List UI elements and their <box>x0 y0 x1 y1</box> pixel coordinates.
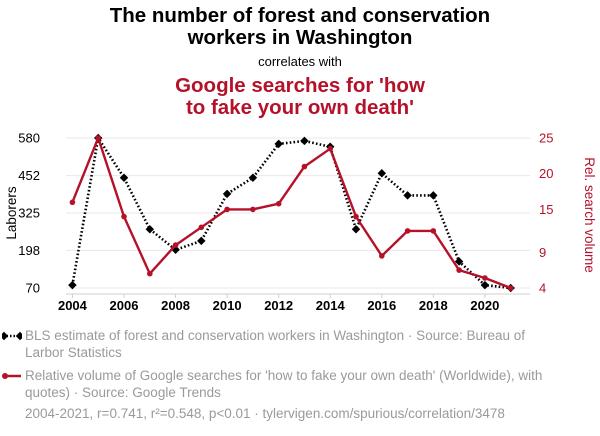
series-1-point <box>480 280 490 290</box>
x-tick-label: 2020 <box>470 298 499 313</box>
series-1-point <box>274 139 283 149</box>
chart-subtitle-line-2: to fake your own death' <box>185 96 415 119</box>
y-right-tick-label: 25 <box>539 131 553 146</box>
chart-title: The number of forest and conservation wo… <box>0 5 600 49</box>
y-right-tick-label: 20 <box>539 166 553 181</box>
y-right-tick-label: 4 <box>539 281 546 296</box>
series-2-point <box>404 228 411 234</box>
series-2-point <box>69 199 76 206</box>
series-1-point <box>351 224 361 234</box>
series-1-point <box>377 169 387 178</box>
series-2-point <box>379 253 385 259</box>
y-left-tick-label: 580 <box>18 131 40 146</box>
series-1-point <box>300 136 309 146</box>
series-2-point <box>224 206 230 213</box>
x-tick-label: 2004 <box>58 298 88 313</box>
chart-subtitle: Google searches for 'how to fake your ow… <box>0 75 600 119</box>
x-tick-label: 2014 <box>316 298 346 313</box>
series-2-point <box>301 163 308 170</box>
x-tick-label: 2008 <box>161 298 190 313</box>
legend-marker-workers <box>2 331 22 341</box>
legend-marker-searches <box>2 373 21 379</box>
chart-title-line-1: The number of forest and conservation <box>109 4 491 27</box>
series-2-point <box>147 270 153 277</box>
y-right-axis-label: Rel. search volume <box>582 157 597 273</box>
series-2-point <box>250 206 256 213</box>
series-1-point <box>429 191 438 200</box>
y-right-tick-label: 15 <box>539 202 553 217</box>
y-left-tick-label: 325 <box>18 206 40 221</box>
series-line-2 <box>71 136 512 290</box>
series-2-point <box>275 200 282 207</box>
series-2-point <box>172 242 179 248</box>
x-tick-label: 2012 <box>264 298 293 313</box>
footer-stats: 2004-2021, r=0.741, r²=0.548, p<0.01 · t… <box>25 406 505 421</box>
x-tick-label: 2018 <box>419 298 448 313</box>
series-line-1 <box>71 136 511 290</box>
series-2-point <box>353 213 359 220</box>
y-left-tick-label: 198 <box>18 243 40 258</box>
y-right-tick-label: 9 <box>539 245 546 260</box>
series-2-point <box>456 267 462 273</box>
chart-header: The number of forest and conservation wo… <box>0 0 600 119</box>
series-1-point <box>403 191 412 200</box>
series-2-point <box>482 275 488 281</box>
y-left-tick-label: 452 <box>18 168 40 183</box>
x-tick-label: 2016 <box>367 298 396 313</box>
series-1-point <box>248 173 258 182</box>
legend-text-searches: Relative volume of Google searches for '… <box>25 368 543 400</box>
chart-title-line-2: workers in Washington <box>187 26 413 49</box>
series-2-point <box>95 135 101 141</box>
series-1-point <box>68 280 77 290</box>
series-2-point <box>430 228 437 234</box>
series-2-point <box>327 145 334 152</box>
y-left-axis-label: Laborers <box>4 186 19 240</box>
legend-text-workers: BLS estimate of forest and conservation … <box>25 328 526 360</box>
series-1-point <box>222 189 232 199</box>
series-1-point <box>197 236 206 246</box>
series-1-point <box>119 173 129 182</box>
series-2-point <box>121 213 127 220</box>
correlates-with-label: correlates with <box>258 54 342 69</box>
series-2-point <box>198 224 205 231</box>
x-tick-label: 2006 <box>110 298 139 313</box>
chart-subtitle-line-1: Google searches for 'how <box>175 74 425 97</box>
series-1-point <box>454 257 464 266</box>
y-left-tick-label: 70 <box>26 281 40 296</box>
series-2-point <box>507 285 514 291</box>
x-tick-label: 2010 <box>213 298 242 313</box>
